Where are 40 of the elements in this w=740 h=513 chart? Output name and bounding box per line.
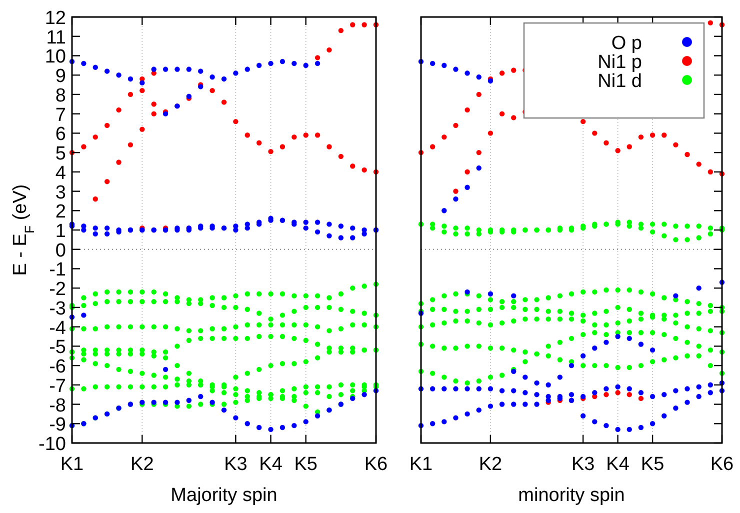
x-tick-label: K3: [224, 454, 248, 475]
y-tick-label: 8: [55, 85, 66, 106]
legend-label: O p: [611, 33, 642, 54]
x-tick-label: K5: [640, 454, 664, 475]
x-tick-label: K2: [478, 454, 502, 475]
x-tick-label: K6: [710, 454, 734, 475]
legend-label: Ni1 p: [598, 52, 642, 73]
x-tick-label: K3: [571, 454, 595, 475]
y-tick-label: -4: [49, 318, 66, 339]
y-tick-label: 12: [44, 8, 66, 29]
y-tick-label: 11: [46, 27, 66, 48]
y-tick-label: 2: [55, 202, 66, 223]
y-tick-label: 9: [55, 66, 66, 88]
legend-label: Ni1 d: [598, 71, 642, 92]
y-tick-label: 0: [55, 240, 66, 262]
x-tick-label: K1: [60, 454, 84, 475]
y-tick-label: -6: [49, 356, 66, 378]
y-tick-label: -7: [49, 376, 66, 397]
x-tick-label: K2: [130, 454, 154, 475]
y-tick-label: -9: [49, 414, 66, 436]
x-axis-title: minority spin: [518, 485, 625, 506]
x-axis-title: Majority spin: [170, 485, 278, 506]
y-tick-label: -8: [49, 395, 66, 416]
y-tick-label: -2: [49, 279, 66, 300]
x-tick-label: K1: [409, 454, 433, 475]
x-tick-label: K4: [606, 454, 630, 475]
y-tick-label: -3: [49, 298, 66, 320]
y-tick-label: 4: [55, 162, 66, 184]
x-tick-label: K5: [294, 454, 318, 475]
y-tick-label: 7: [55, 104, 66, 126]
y-tick-label: -1: [49, 260, 66, 281]
y-tick-label: 10: [44, 46, 66, 68]
y-tick-label: -10: [38, 434, 66, 455]
y-tick-label: 6: [55, 124, 66, 146]
x-tick-label: K6: [364, 454, 388, 475]
y-tick-label: 1: [55, 221, 66, 242]
y-tick-label: 5: [55, 144, 66, 165]
x-tick-label: K4: [259, 454, 283, 475]
y-tick-label: -5: [49, 337, 66, 358]
y-tick-label: 3: [55, 182, 66, 204]
